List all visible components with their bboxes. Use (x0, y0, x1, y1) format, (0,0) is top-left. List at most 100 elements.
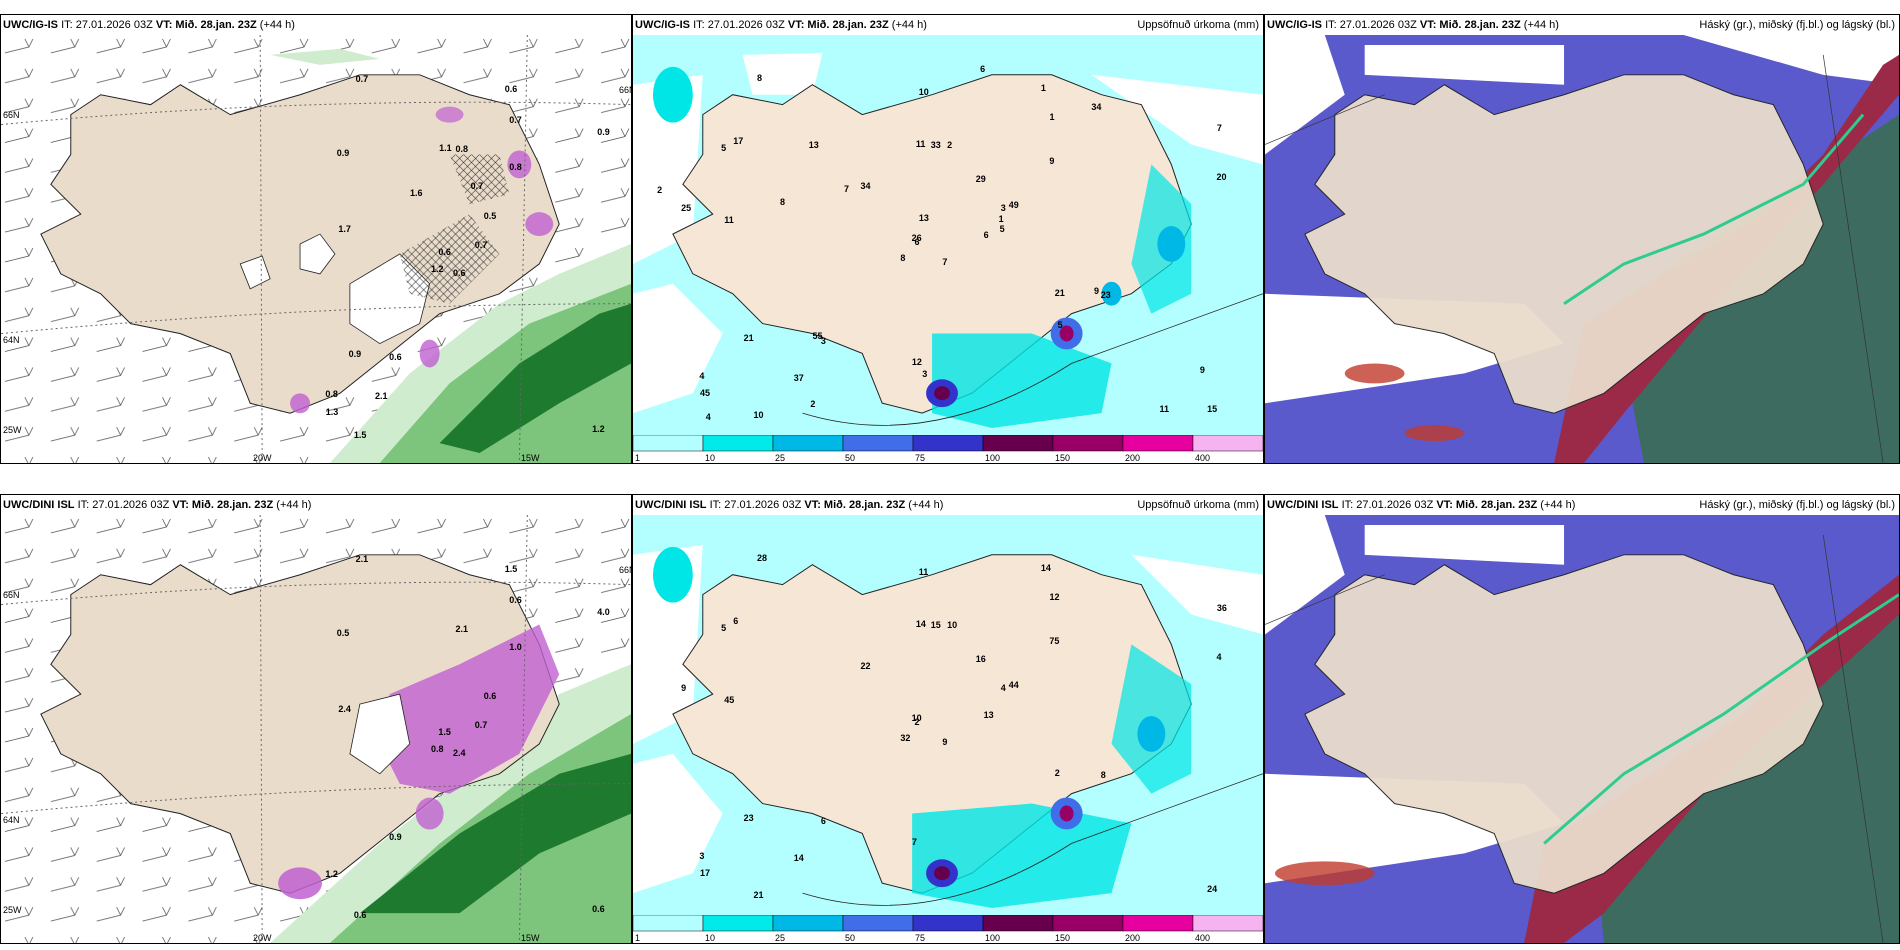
map-value-label: 7 (1216, 123, 1222, 134)
issue-time: IT: 27.01.2026 03Z (1341, 499, 1434, 511)
map-value-label: 1.3 (325, 406, 339, 417)
model-name: UWC/DINI ISL (1267, 499, 1339, 511)
colorbar-swatch (633, 435, 704, 452)
precip-colorbar: 1 10 25 50 75 100 150 200 400 (633, 435, 1263, 463)
map-value-label: 1.2 (592, 423, 605, 434)
colorbar-tick: 50 (845, 453, 855, 463)
heavy-precip-area (439, 303, 631, 454)
lat-label: 66N (3, 110, 20, 120)
map-value-label: 1 (1040, 82, 1046, 93)
cloud-map-svg (1265, 35, 1899, 463)
colorbar-swatch (1192, 435, 1263, 452)
colorbar-tick: 10 (705, 453, 715, 463)
panel-header: UWC/DINI ISL IT: 27.01.2026 03Z VT: Mið.… (3, 497, 627, 517)
map-value-label: 1 (998, 213, 1004, 224)
map-value-label: 23 (1100, 290, 1111, 301)
colorbar-tick: 200 (1125, 453, 1140, 463)
colorbar-tick: 75 (915, 933, 925, 943)
map-value-label: 44 (1008, 679, 1019, 690)
iceland-land (1304, 554, 1824, 894)
lead-time: (+44 h) (1540, 499, 1576, 511)
map-value-label: 1.0 (509, 641, 522, 652)
panel-header: UWC/IG-IS IT: 27.01.2026 03Z VT: Mið. 28… (3, 17, 627, 37)
valid-label: VT: (804, 499, 821, 511)
issue-time: IT: 27.01.2026 03Z (709, 499, 802, 511)
map-value-label: 0.9 (336, 147, 350, 158)
issue-time: IT: 27.01.2026 03Z (1325, 19, 1417, 31)
map-value-label: 0.6 (509, 595, 522, 606)
wind-map (1, 35, 631, 463)
iceland-land (672, 554, 1192, 894)
model-name: UWC/DINI ISL (3, 499, 75, 511)
valid-label: VT: (1436, 499, 1453, 511)
map-value-label: 1.1 (439, 143, 452, 154)
panel-wind-igis: UWC/IG-IS IT: 27.01.2026 03Z VT: Mið. 28… (0, 14, 632, 464)
map-value-label: 0.8 (325, 388, 338, 399)
precip-title: Uppsöfnuð úrkoma (mm) (1137, 499, 1259, 511)
wind-map-svg (1, 515, 631, 943)
colorbar-swatch (842, 435, 914, 452)
map-value-label: 2 (947, 139, 953, 150)
map-value-label: 3 (1000, 202, 1006, 213)
cloud-map (1265, 35, 1899, 463)
panel-header: UWC/DINI ISL IT: 27.01.2026 03Z VT: Mið.… (1267, 497, 1895, 517)
map-value-label: 32 (900, 733, 911, 744)
map-value-label: 33 (930, 139, 941, 150)
map-value-label: 15 (1207, 404, 1218, 415)
map-value-label: 11 (915, 138, 926, 149)
panel-wind-dini: UWC/DINI ISL IT: 27.01.2026 03Z VT: Mið.… (0, 494, 632, 944)
colorbar-swatch (1052, 915, 1124, 932)
map-value-label: 3 (820, 336, 826, 347)
lead-time: (+44 h) (276, 499, 312, 511)
colorbar-swatch (1122, 915, 1194, 932)
valid-time: Mið. 28.jan. 23Z (1439, 19, 1521, 31)
valid-time: Mið. 28.jan. 23Z (175, 19, 257, 31)
precip-map (633, 35, 1263, 435)
wind-map-svg (1, 35, 631, 463)
lat-label: 66N (3, 590, 20, 600)
colorbar-swatch (702, 915, 774, 932)
colorbar-swatch (1122, 435, 1194, 452)
panel-header: UWC/IG-IS IT: 27.01.2026 03Z VT: Mið. 28… (635, 17, 1259, 37)
colorbar-swatch (912, 915, 984, 932)
model-name: UWC/DINI ISL (635, 499, 707, 511)
map-value-label: 17 (699, 868, 710, 879)
cloud-map (1265, 515, 1899, 943)
map-value-label: 4 (699, 371, 705, 382)
map-value-label: 2 (657, 184, 663, 195)
lead-time: (+44 h) (891, 19, 927, 31)
map-value-label: 0.6 (504, 84, 518, 95)
colorbar-tick: 200 (1125, 933, 1140, 943)
colorbar-tick: 100 (985, 933, 1000, 943)
map-value-label: 6 (733, 615, 739, 626)
map-value-label: 10 (911, 713, 922, 724)
map-value-label: 3 (699, 851, 705, 862)
map-value-label: 3 (922, 369, 928, 380)
map-value-label: 0.9 (389, 831, 402, 842)
map-value-label: 5 (721, 142, 727, 153)
map-value-label: 21 (743, 333, 754, 344)
map-value-label: 4.0 (597, 606, 610, 617)
panel-cloud-dini: UWC/DINI ISL IT: 27.01.2026 03Z VT: Mið.… (1264, 494, 1900, 944)
lead-time: (+44 h) (1523, 19, 1559, 31)
map-value-label: 1.6 (410, 188, 423, 199)
map-value-label: 1 (1049, 111, 1055, 122)
map-value-label: 9 (1049, 156, 1055, 167)
map-value-label: 49 (1008, 199, 1019, 210)
map-value-label: 7 (843, 183, 849, 194)
colorbar-tick: 10 (705, 933, 715, 943)
map-value-label: 2.1 (355, 554, 369, 565)
map-value-label: 0.8 (455, 144, 469, 155)
colorbar-tick: 1 (635, 453, 640, 463)
map-value-label: 1.5 (438, 727, 451, 738)
map-value-label: 75 (1049, 636, 1060, 647)
precip-map-svg (633, 515, 1263, 915)
hatched-area (399, 214, 500, 304)
map-value-label: 22 (860, 661, 871, 672)
valid-time: Mið. 28.jan. 23Z (191, 499, 274, 511)
valid-label: VT: (172, 499, 189, 511)
precip-map-svg (633, 35, 1263, 435)
map-value-label: 24 (1207, 884, 1218, 895)
map-value-label: 0.9 (597, 126, 610, 137)
issue-time: IT: 27.01.2026 03Z (61, 19, 153, 31)
